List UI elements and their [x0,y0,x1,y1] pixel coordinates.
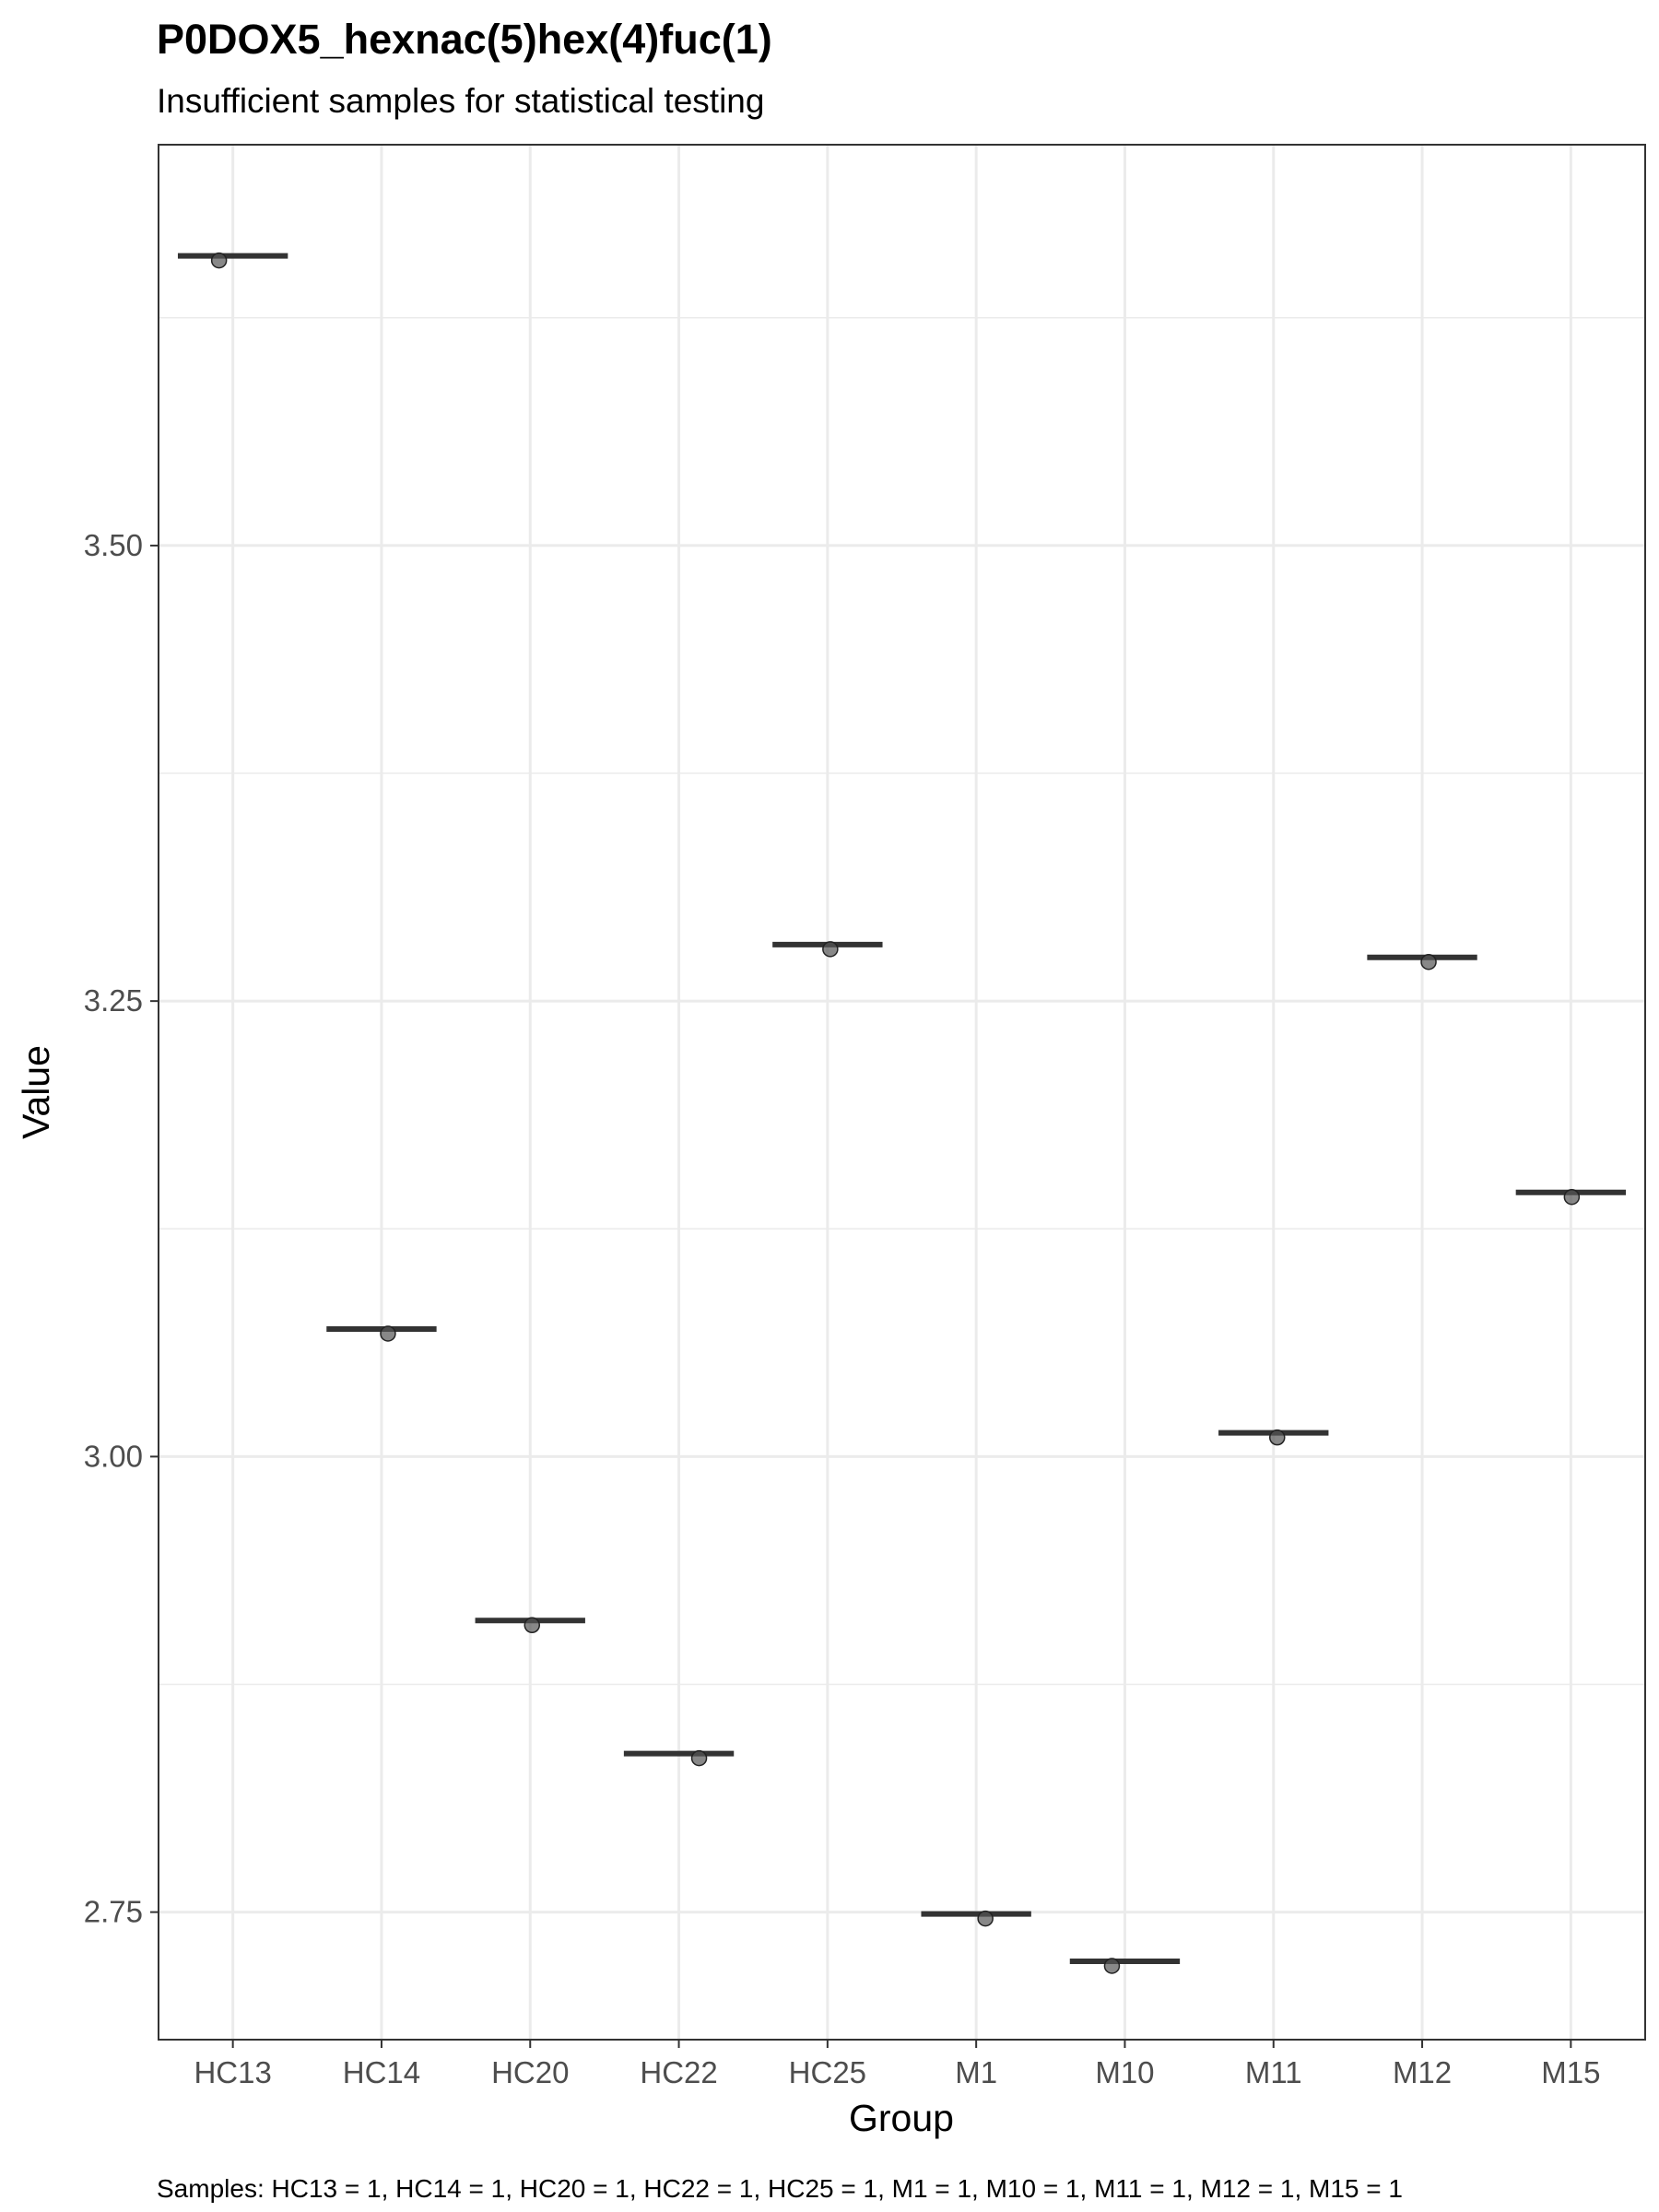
y-tick-label: 3.50 [84,528,143,562]
chart-subtitle: Insufficient samples for statistical tes… [157,82,764,120]
x-tick-label-m12: M12 [1393,2055,1452,2089]
y-tick-label: 2.75 [84,1895,143,1929]
x-tick-label-hc20: HC20 [491,2055,569,2089]
x-tick-label-hc22: HC22 [640,2055,717,2089]
data-point-m15 [1563,1188,1581,1206]
x-axis-title: Group [849,2097,954,2139]
data-point-hc13 [210,252,228,269]
x-tick-label-m15: M15 [1541,2055,1600,2089]
data-point-hc22 [690,1749,708,1767]
data-point-m10 [1103,1958,1121,1974]
x-tick-label-m11: M11 [1245,2055,1302,2089]
data-point-hc14 [380,1325,396,1342]
y-axis-title: Value [15,1045,57,1139]
x-tick-label-hc13: HC13 [194,2055,271,2089]
data-point-m1 [977,1910,994,1927]
y-tick-label: 3.25 [84,983,143,1018]
x-tick-label-hc14: HC14 [343,2055,420,2089]
y-tick-label: 3.00 [84,1439,143,1473]
x-tick-label-m1: M1 [955,2055,997,2089]
panel-border [158,144,1646,2041]
grid-lines [159,145,1645,2040]
samples-caption: Samples: HC13 = 1, HC14 = 1, HC20 = 1, H… [157,2174,1403,2203]
data-point-m12 [1420,953,1437,971]
chart-title: P0DOX5_hexnac(5)hex(4)fuc(1) [157,16,772,63]
data-point-hc20 [524,1617,540,1634]
x-tick-label-hc25: HC25 [789,2055,866,2089]
data-point-hc25 [822,941,839,958]
axes: 2.75 3.00 3.25 3.50 HC13 HC14 HC20 HC22 HC25 M1 M1… [84,528,1601,2089]
data-point-m11 [1269,1429,1286,1446]
x-tick-label-m10: M10 [1095,2055,1154,2089]
data-marks [177,252,1627,1974]
